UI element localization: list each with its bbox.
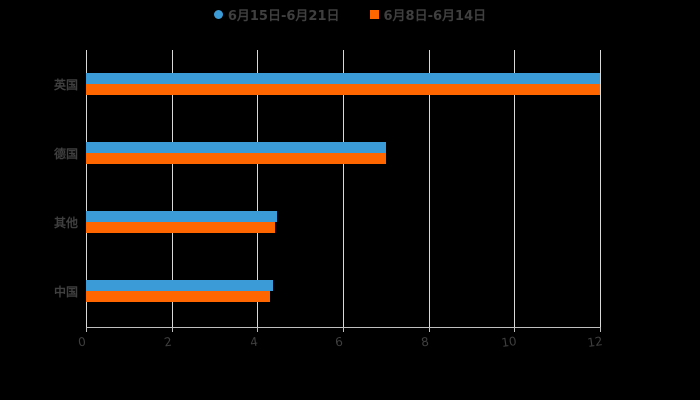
- legend-label: 6月15日-6月21日: [227, 8, 340, 24]
- legend-item-series-1[interactable]: 6月15日-6月21日: [213, 5, 340, 24]
- x-tick-label: 12: [586, 334, 604, 350]
- bar-current-week[interactable]: [86, 142, 386, 153]
- x-tick-label: 4: [249, 334, 259, 350]
- x-tick-label: 10: [500, 334, 518, 350]
- bar-previous-week[interactable]: [86, 84, 600, 95]
- x-tick: [257, 327, 259, 332]
- gridline: [600, 50, 601, 328]
- x-tick-label: 6: [334, 334, 344, 350]
- y-category-label: 中国: [53, 285, 78, 299]
- chart-legend: 6月15日-6月21日 6月8日-6月14日: [0, 4, 700, 24]
- x-tick: [171, 327, 173, 332]
- legend-circle-icon: [213, 9, 223, 19]
- x-tick: [600, 327, 601, 332]
- gridline: [514, 50, 516, 328]
- bar-current-week[interactable]: [86, 73, 600, 84]
- bar-previous-week[interactable]: [86, 153, 386, 164]
- bar-current-week[interactable]: [86, 211, 277, 222]
- gridline: [257, 50, 259, 328]
- legend-label: 6月8日-6月14日: [383, 8, 487, 24]
- y-category-label: 德国: [53, 147, 78, 161]
- gridline: [86, 50, 87, 328]
- bar-current-week[interactable]: [86, 280, 273, 291]
- bar-previous-week[interactable]: [86, 291, 270, 302]
- gridline: [428, 50, 430, 328]
- gridline: [171, 50, 173, 328]
- bar-previous-week[interactable]: [86, 222, 275, 233]
- gridline: [343, 50, 344, 328]
- x-tick-label: 0: [77, 334, 87, 350]
- plot-area: [86, 50, 601, 328]
- y-category-label: 英国: [53, 78, 78, 92]
- legend-square-icon: [369, 9, 379, 19]
- y-category-label: 其他: [53, 216, 78, 230]
- x-tick: [86, 327, 87, 332]
- x-tick-label: 2: [163, 334, 173, 350]
- x-tick: [428, 327, 430, 332]
- x-tick: [343, 327, 344, 332]
- legend-item-series-2[interactable]: 6月8日-6月14日: [369, 5, 487, 24]
- x-tick-label: 8: [420, 334, 430, 350]
- x-tick: [514, 327, 516, 332]
